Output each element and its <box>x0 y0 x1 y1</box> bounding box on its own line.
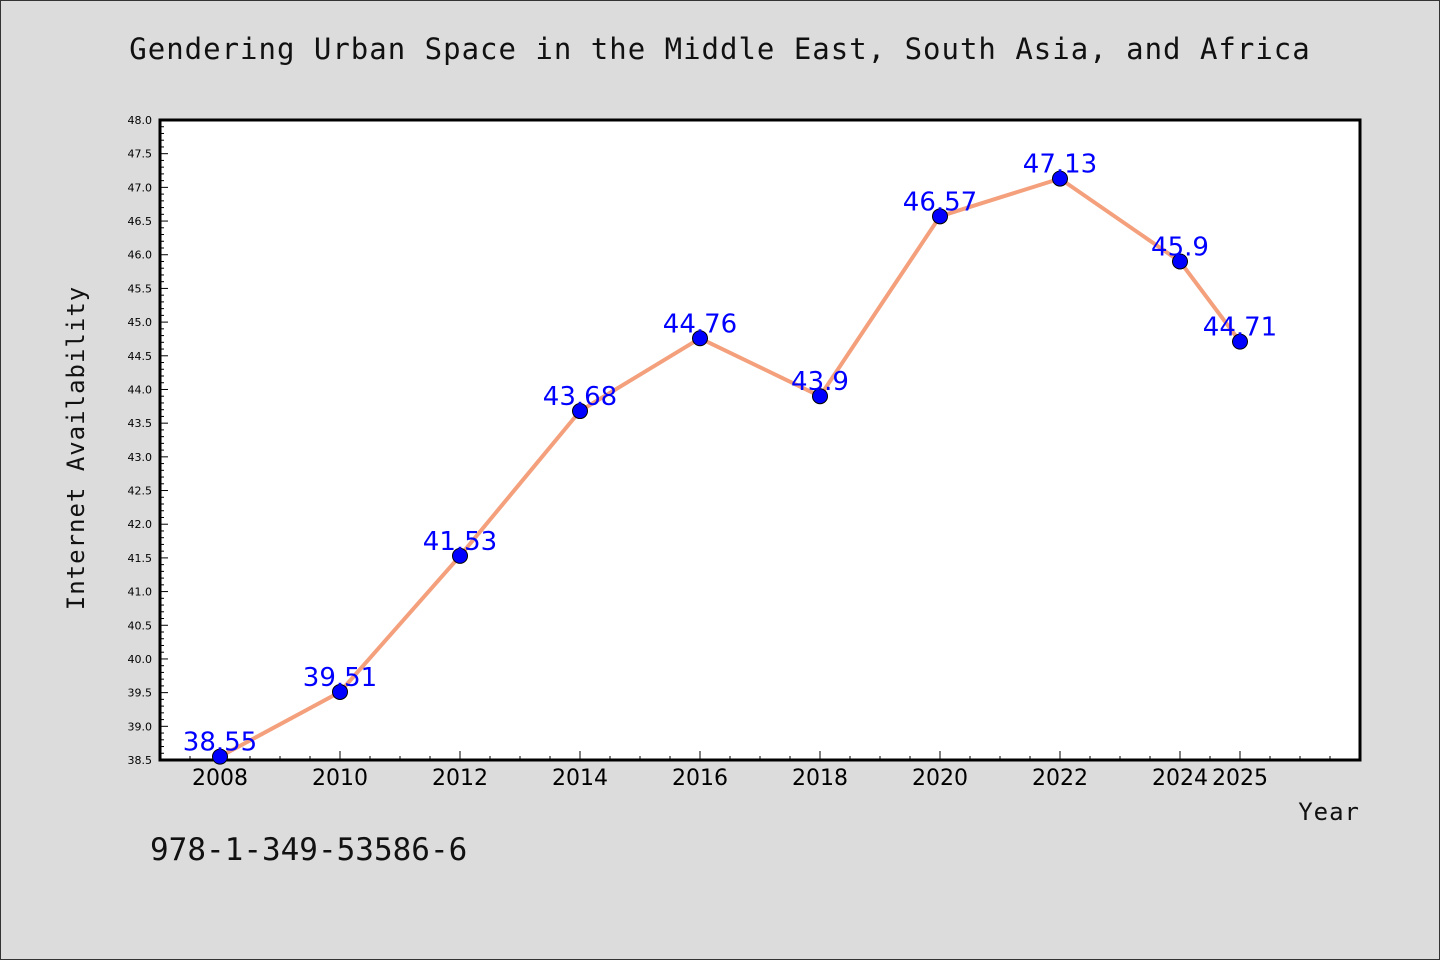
y-axis-label: Internet Availability <box>62 286 90 610</box>
data-label: 47.13 <box>1023 150 1097 180</box>
x-tick-label: 2020 <box>912 766 968 791</box>
y-tick-label: 41.5 <box>128 552 153 565</box>
x-axis-ticks: 2008 2010 2012 2014 2016 2018 2020 2022 2024 2025 <box>189 751 1331 791</box>
data-point <box>692 330 708 347</box>
chart-title: Gendering Urban Space in the Middle East… <box>129 32 1311 66</box>
y-tick-label: 42.0 <box>128 518 153 531</box>
y-tick-label: 43.0 <box>128 451 153 464</box>
y-tick-label: 45.0 <box>128 316 153 329</box>
y-tick-label: 47.5 <box>128 148 153 161</box>
data-point <box>332 683 348 700</box>
data-label: 39.51 <box>303 663 377 693</box>
y-tick-label: 39.5 <box>128 687 153 700</box>
data-label: 46.57 <box>903 187 977 217</box>
x-tick-label: 2016 <box>672 766 728 791</box>
data-label: 41.53 <box>423 527 497 557</box>
y-tick-label: 44.5 <box>128 350 153 363</box>
y-tick-label: 41.0 <box>128 586 153 599</box>
data-label: 44.71 <box>1203 313 1277 343</box>
y-tick-label: 47.0 <box>128 181 153 194</box>
y-tick-label: 48.0 <box>128 114 153 127</box>
y-axis-ticks: 38.5 39.0 39.5 40.0 40.5 41.0 41.5 42.0 42.5 43.0… <box>128 114 168 767</box>
plot-area <box>158 118 1362 762</box>
data-point <box>812 388 828 405</box>
series-markers <box>212 170 1248 765</box>
data-label: 43.68 <box>543 382 617 412</box>
data-point <box>1052 170 1068 187</box>
x-tick-label: 2022 <box>1032 766 1088 791</box>
x-tick-label: 2025 <box>1212 766 1268 791</box>
data-point <box>1232 333 1248 350</box>
data-point <box>932 208 948 225</box>
y-tick-label: 40.0 <box>128 653 153 666</box>
y-tick-label: 42.5 <box>128 485 153 498</box>
data-point <box>212 748 228 765</box>
series-line <box>219 176 1242 759</box>
x-tick-label: 2014 <box>552 766 608 791</box>
data-point <box>572 403 588 420</box>
y-tick-label: 45.5 <box>128 282 153 295</box>
data-labels: 38.55 39.51 41.53 43.68 44.76 43.9 46.57 47.13 4… <box>183 150 1277 758</box>
data-label: 45.9 <box>1151 232 1209 262</box>
x-tick-label: 2024 <box>1152 766 1208 791</box>
x-tick-label: 2012 <box>432 766 488 791</box>
data-label: 44.76 <box>663 309 737 339</box>
x-axis-label: Year <box>1298 798 1360 826</box>
data-point <box>1172 253 1188 270</box>
y-tick-label: 46.5 <box>128 215 153 228</box>
data-label: 43.9 <box>791 367 849 397</box>
isbn-text: 978-1-349-53586-6 <box>150 832 468 868</box>
x-tick-label: 2018 <box>792 766 848 791</box>
y-tick-label: 39.0 <box>128 720 153 733</box>
data-point <box>452 547 468 564</box>
y-tick-label: 38.5 <box>128 754 153 767</box>
y-tick-label: 40.5 <box>128 619 153 632</box>
y-tick-label: 43.5 <box>128 417 153 430</box>
y-tick-label: 44.0 <box>128 383 153 396</box>
data-label: 38.55 <box>183 728 257 758</box>
x-tick-label: 2010 <box>312 766 368 791</box>
x-tick-label: 2008 <box>192 766 248 791</box>
y-tick-label: 46.0 <box>128 249 153 262</box>
